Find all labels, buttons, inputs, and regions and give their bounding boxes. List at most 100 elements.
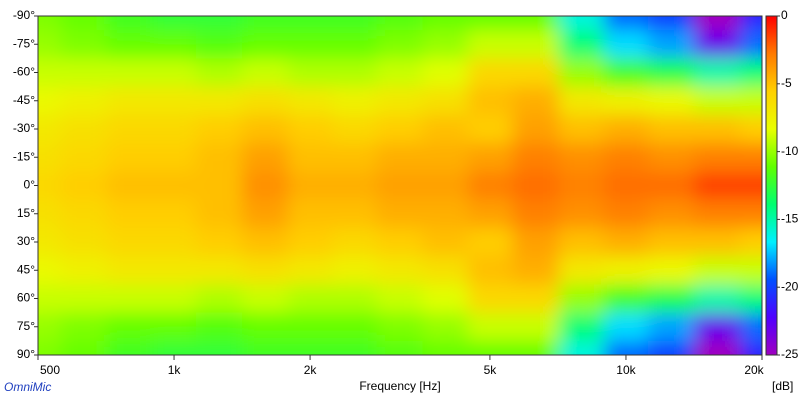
heat-cell bbox=[376, 284, 424, 314]
heat-cell bbox=[288, 312, 333, 342]
heat-cell bbox=[693, 86, 741, 116]
heat-cell bbox=[604, 16, 649, 31]
heat-cell bbox=[60, 312, 108, 342]
heat-cell bbox=[740, 171, 762, 201]
heat-cell bbox=[242, 16, 289, 31]
heat-cell bbox=[195, 340, 243, 355]
heat-cell bbox=[60, 199, 108, 229]
heat-cell bbox=[468, 312, 514, 342]
heat-cell bbox=[195, 86, 243, 116]
heat-cell bbox=[288, 114, 333, 144]
heat-cell bbox=[38, 114, 62, 144]
heat-cell bbox=[468, 256, 514, 285]
heat-cell bbox=[558, 143, 605, 172]
heat-cell bbox=[604, 58, 649, 88]
heat-cell bbox=[558, 199, 605, 229]
heat-cell bbox=[331, 199, 378, 229]
heat-cell bbox=[647, 227, 695, 257]
heat-cell bbox=[195, 312, 243, 342]
heat-cell bbox=[38, 199, 62, 229]
heat-cell bbox=[740, 114, 762, 144]
x-tick-label: 2k bbox=[304, 363, 318, 377]
heat-cell bbox=[558, 227, 605, 257]
heat-cell bbox=[60, 340, 108, 355]
heat-cell bbox=[60, 284, 108, 314]
heat-cell bbox=[195, 58, 243, 88]
heat-cell bbox=[693, 199, 741, 229]
heat-cell bbox=[647, 30, 695, 59]
colorbar-tick-label: -15 bbox=[781, 212, 799, 226]
heat-cell bbox=[331, 312, 378, 342]
heat-cell bbox=[38, 171, 62, 201]
heat-cell bbox=[288, 256, 333, 285]
heat-cell bbox=[331, 114, 378, 144]
heat-cell bbox=[106, 340, 153, 355]
heat-cell bbox=[512, 256, 560, 285]
heat-cell bbox=[60, 30, 108, 59]
heat-cell bbox=[422, 58, 469, 88]
heat-cell bbox=[468, 114, 514, 144]
heat-cell bbox=[152, 340, 197, 355]
heat-cell bbox=[512, 16, 560, 31]
heat-cell bbox=[195, 284, 243, 314]
heat-cell bbox=[422, 114, 469, 144]
heat-cell bbox=[38, 340, 62, 355]
heat-cell bbox=[60, 16, 108, 31]
heat-cell bbox=[195, 171, 243, 201]
heat-cell bbox=[647, 114, 695, 144]
heat-cell bbox=[288, 199, 333, 229]
heat-cell bbox=[558, 171, 605, 201]
heat-cell bbox=[60, 143, 108, 172]
heat-cell bbox=[740, 58, 762, 88]
y-tick-label: 75° bbox=[17, 319, 35, 333]
y-tick-label: -60° bbox=[13, 65, 35, 79]
colorbar-tick-label: -20 bbox=[781, 279, 799, 293]
heat-cell bbox=[60, 171, 108, 201]
heat-cell bbox=[376, 58, 424, 88]
heat-cell bbox=[38, 86, 62, 116]
heat-cell bbox=[512, 58, 560, 88]
heat-cell bbox=[106, 227, 153, 257]
heat-cell bbox=[288, 171, 333, 201]
heat-cell bbox=[604, 340, 649, 355]
heat-cell bbox=[195, 227, 243, 257]
heat-cell bbox=[288, 340, 333, 355]
heat-cell bbox=[242, 58, 289, 88]
heat-cell bbox=[60, 86, 108, 116]
heat-cell bbox=[376, 199, 424, 229]
heat-cell bbox=[647, 199, 695, 229]
colorbar-title: [dB] bbox=[772, 379, 793, 393]
heat-cell bbox=[288, 16, 333, 31]
heat-cell bbox=[376, 143, 424, 172]
heat-cell bbox=[647, 86, 695, 116]
colorbar-tick-label: -5 bbox=[781, 76, 792, 90]
heat-cell bbox=[604, 86, 649, 116]
heat-cell bbox=[693, 227, 741, 257]
heat-cell bbox=[242, 312, 289, 342]
heat-cell bbox=[38, 284, 62, 314]
heat-cell bbox=[558, 256, 605, 285]
heat-cell bbox=[288, 86, 333, 116]
heat-cell bbox=[288, 30, 333, 59]
heat-cell bbox=[604, 143, 649, 172]
heat-cell bbox=[376, 340, 424, 355]
heat-cell bbox=[106, 284, 153, 314]
heat-cell bbox=[106, 58, 153, 88]
heat-cell bbox=[60, 114, 108, 144]
heat-cell bbox=[152, 16, 197, 31]
heat-cell bbox=[558, 340, 605, 355]
heat-cell bbox=[604, 114, 649, 144]
heat-cell bbox=[331, 171, 378, 201]
heat-cell bbox=[195, 143, 243, 172]
heat-cell bbox=[647, 143, 695, 172]
heat-cell bbox=[468, 143, 514, 172]
heat-cell bbox=[422, 284, 469, 314]
colorbar bbox=[765, 15, 778, 356]
heat-cell bbox=[422, 86, 469, 116]
heat-cell bbox=[468, 86, 514, 116]
heat-cell bbox=[740, 284, 762, 314]
heat-cell bbox=[740, 227, 762, 257]
heat-cell bbox=[195, 30, 243, 59]
heat-cell bbox=[604, 227, 649, 257]
